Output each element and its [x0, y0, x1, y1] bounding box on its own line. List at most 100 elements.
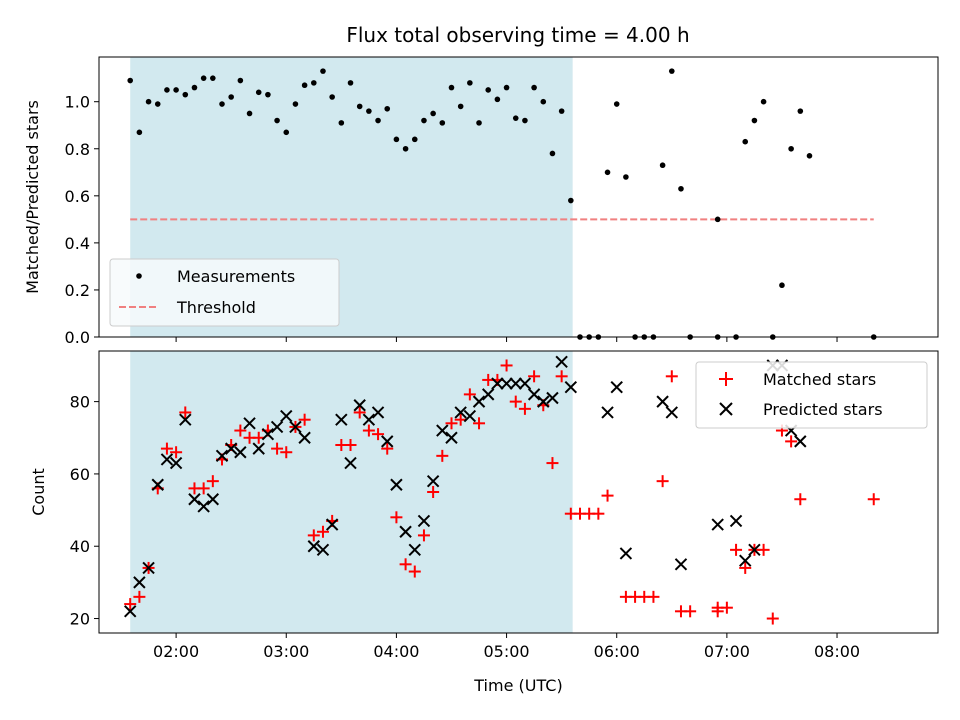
matched-point-68 — [766, 612, 779, 625]
matched-point-51 — [592, 507, 605, 520]
predicted-point-18 — [289, 420, 302, 434]
matched-point-60 — [684, 605, 697, 618]
top-plot-frame — [98, 56, 939, 338]
measurement-point-33 — [430, 110, 436, 117]
measurement-point-28 — [384, 105, 391, 112]
predicted-point-41 — [500, 377, 513, 390]
predicted-point-32 — [417, 514, 431, 528]
matched-point-36 — [454, 413, 467, 426]
predicted-point-0 — [124, 605, 137, 618]
legend-predicted-marker — [719, 402, 733, 416]
measurement-point-15 — [265, 91, 271, 98]
measurement-point-70 — [788, 145, 794, 152]
legend-threshold-label: Threshold — [176, 298, 256, 317]
measurement-point-13 — [246, 110, 253, 117]
matched-point-12 — [234, 424, 247, 437]
measurement-point-36 — [457, 103, 464, 110]
matched-point-14 — [252, 431, 265, 444]
matched-point-63 — [720, 601, 733, 614]
predicted-point-5 — [169, 456, 183, 470]
matched-point-67 — [757, 543, 770, 556]
predicted-point-27 — [371, 406, 385, 419]
measurement-point-23 — [338, 120, 345, 126]
measurement-point-72 — [806, 153, 813, 159]
matched-point-20 — [307, 529, 320, 542]
measurement-point-65 — [742, 138, 749, 145]
predicted-point-6 — [179, 413, 192, 426]
matched-point-44 — [528, 370, 541, 383]
predicted-point-14 — [252, 442, 265, 455]
chart-title: Flux total observing time = 4.00 h — [346, 23, 689, 47]
predicted-point-3 — [151, 478, 164, 491]
measurement-point-25 — [356, 103, 363, 110]
measurement-point-24 — [347, 80, 354, 86]
matched-point-71 — [794, 493, 807, 506]
predicted-point-12 — [234, 446, 247, 459]
matched-point-6 — [179, 406, 192, 419]
measurement-point-14 — [255, 89, 262, 96]
matched-point-52 — [601, 489, 614, 502]
predicted-point-9 — [206, 493, 220, 506]
predicted-point-47 — [555, 355, 568, 369]
predicted-point-2 — [142, 561, 155, 575]
matched-point-41 — [500, 359, 513, 372]
matched-point-25 — [353, 406, 366, 419]
matched-point-0 — [124, 598, 137, 611]
predicted-point-23 — [335, 413, 348, 426]
bottom-y-tick-label-0: 20 — [70, 610, 90, 629]
predicted-point-39 — [482, 388, 495, 401]
predicted-point-15 — [261, 427, 275, 441]
top-legend-box — [109, 258, 340, 327]
measurement-point-18 — [292, 101, 299, 107]
predicted-stars-points — [124, 355, 807, 618]
bottom-legend: Matched stars Predicted stars — [695, 361, 928, 429]
predicted-point-36 — [454, 406, 467, 419]
matched-point-29 — [390, 511, 403, 524]
predicted-point-20 — [307, 540, 321, 553]
measurement-point-16 — [274, 117, 280, 124]
predicted-point-4 — [160, 453, 174, 466]
measurement-point-60 — [678, 185, 684, 192]
measurement-point-22 — [329, 94, 335, 100]
predicted-point-56 — [729, 514, 743, 528]
bottom-shaded-span — [130, 351, 573, 633]
predicted-point-46 — [546, 391, 559, 405]
measurement-point-9 — [210, 75, 216, 81]
measurement-point-38 — [476, 120, 482, 126]
predicted-point-34 — [436, 424, 449, 437]
top-y-axis-label: Matched/Predicted stars — [23, 100, 42, 294]
predicted-point-55 — [711, 518, 724, 531]
matched-point-4 — [160, 442, 173, 455]
predicted-point-50 — [610, 380, 623, 394]
measurement-point-17 — [283, 129, 290, 136]
measurement-point-43 — [522, 117, 528, 124]
predicted-point-58 — [748, 543, 761, 557]
top-y-axis-ticks: 0.0 0.2 0.4 0.6 0.8 1.0 — [65, 93, 99, 347]
measurement-point-44 — [531, 84, 537, 91]
matched-point-8 — [197, 482, 210, 495]
predicted-point-52 — [656, 395, 669, 408]
measurement-point-54 — [623, 174, 629, 180]
measurement-point-40 — [494, 96, 501, 103]
matched-point-30 — [399, 558, 412, 571]
matched-point-43 — [518, 402, 531, 415]
x-axis-label: Time (UTC) — [473, 676, 562, 695]
bottom-y-tick-label-3: 80 — [70, 393, 90, 412]
measurement-point-53 — [613, 101, 620, 107]
predicted-point-51 — [619, 547, 633, 560]
top-y-tick-label-0: 0.0 — [65, 328, 90, 347]
predicted-point-13 — [243, 417, 256, 430]
matched-point-9 — [206, 475, 219, 488]
measurement-point-34 — [439, 120, 446, 126]
legend-measurements-label: Measurements — [177, 267, 295, 286]
x-tick-label-4: 06:00 — [594, 642, 640, 661]
predicted-point-54 — [674, 558, 688, 571]
predicted-point-49 — [601, 406, 614, 419]
matched-point-56 — [647, 590, 660, 603]
measurement-point-31 — [411, 136, 418, 143]
matched-point-24 — [344, 439, 357, 451]
predicted-point-24 — [344, 456, 357, 470]
predicted-point-57 — [739, 554, 752, 567]
measurement-point-47 — [558, 108, 565, 114]
predicted-point-11 — [224, 442, 238, 455]
